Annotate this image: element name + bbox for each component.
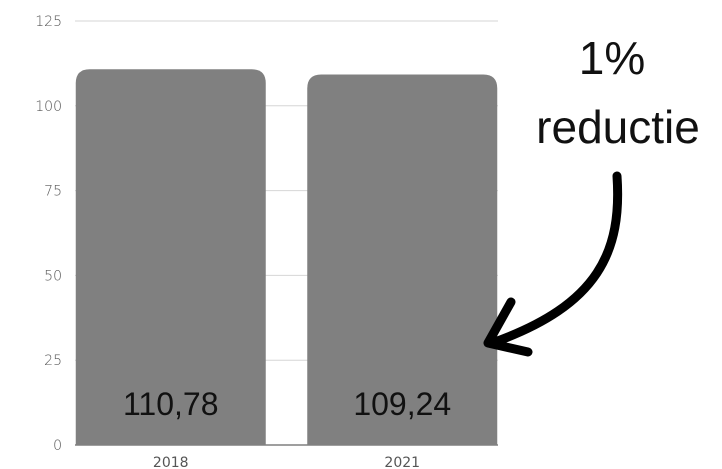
y-axis-ticks: 0 25 50 75 100 125: [35, 14, 62, 454]
data-label-2021: 109,24: [353, 386, 451, 422]
annotation-line-2: reductie: [536, 101, 700, 153]
bars: 110,78 109,24: [75, 69, 498, 445]
y-tick-label: 75: [44, 184, 62, 200]
y-tick-label: 25: [44, 353, 62, 369]
annotation-line-1: 1%: [579, 32, 645, 84]
annotation: 1% reductie: [483, 32, 700, 357]
data-label-2018: 110,78: [123, 386, 219, 422]
x-tick-label-2021: 2021: [384, 455, 420, 469]
x-axis-labels: 2018 2021: [153, 455, 420, 469]
arrowhead-icon: [483, 297, 533, 357]
y-tick-label: 125: [35, 14, 62, 30]
y-tick-label: 100: [35, 99, 62, 115]
y-tick-label: 50: [44, 268, 62, 284]
x-tick-label-2018: 2018: [153, 455, 189, 469]
curved-arrow-icon: [487, 171, 623, 348]
bar-2021: [307, 74, 498, 445]
bar-2018: [75, 69, 266, 445]
y-tick-label: 0: [53, 438, 62, 454]
